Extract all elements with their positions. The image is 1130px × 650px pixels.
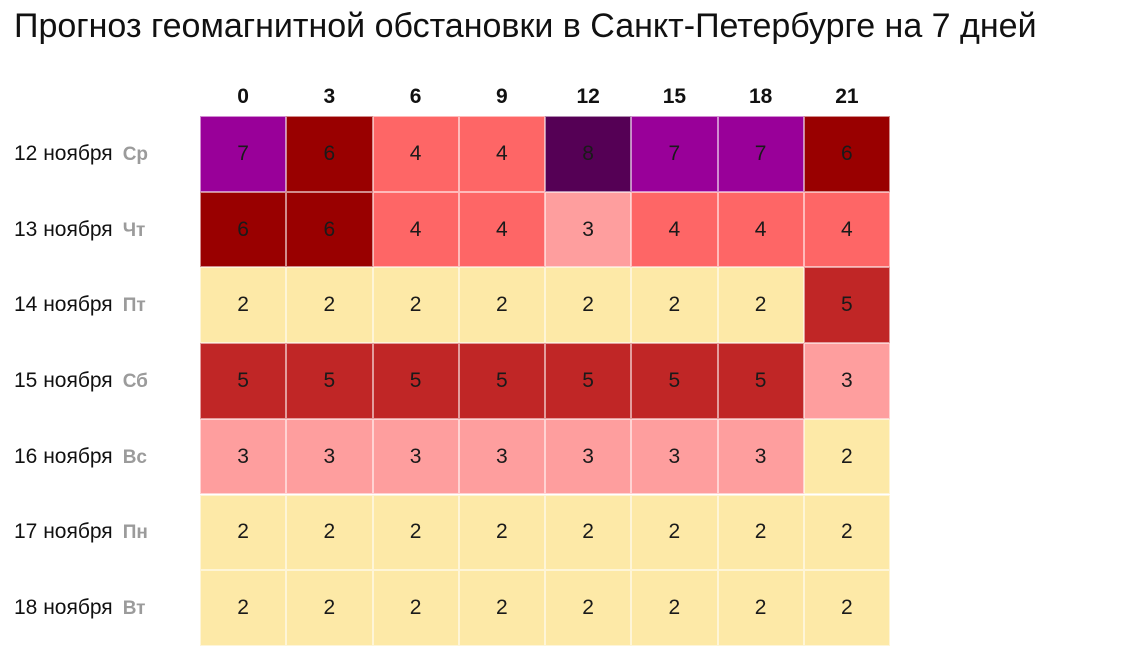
heatmap-cell: 2: [458, 494, 545, 571]
heatmap-cell: 2: [631, 494, 718, 571]
column-label-18: 18: [748, 85, 773, 108]
heatmap-cell: 2: [286, 267, 373, 344]
heatmap-cell: 6: [286, 191, 373, 268]
heatmap-cell: 4: [372, 116, 459, 192]
heatmap-cell: 6: [286, 116, 373, 192]
heatmap-cell: 2: [545, 267, 632, 344]
heatmap-cell: 2: [803, 418, 890, 495]
row-date: 15 ноября: [14, 368, 113, 392]
column-label-6: 6: [409, 85, 422, 108]
column-label-21: 21: [835, 85, 859, 108]
heatmap-cell: 2: [545, 494, 632, 571]
row-label: 16 ноября Вс: [14, 444, 196, 471]
heatmap-cell: 2: [372, 494, 459, 571]
heatmap-cell: 2: [717, 267, 804, 344]
column-label-3: 3: [323, 85, 336, 108]
row-label: 14 ноября Пт: [14, 292, 196, 319]
heatmap-cell: 5: [803, 267, 890, 344]
heatmap-cell: 5: [200, 343, 287, 419]
row-date: 18 ноября: [14, 596, 113, 620]
heatmap-cell: 5: [372, 343, 459, 419]
heatmap-cell: 5: [545, 343, 632, 419]
heatmap-cell: 2: [631, 570, 718, 646]
heatmap-cell: 8: [545, 116, 632, 192]
heatmap-cell: 6: [803, 116, 890, 192]
heatmap-cell: 2: [803, 494, 890, 571]
heatmap-cell: 2: [286, 570, 373, 646]
heatmap-cell: 2: [545, 570, 632, 646]
column-label-15: 15: [662, 85, 687, 108]
heatmap-cell: 3: [545, 191, 632, 268]
column-label-0: 0: [237, 85, 249, 108]
row-date: 17 ноября: [14, 520, 113, 544]
heatmap-cell: 2: [200, 570, 287, 646]
row-weekday: Пн: [122, 522, 148, 544]
heatmap-cell: 3: [545, 418, 632, 495]
row-weekday: Вс: [122, 446, 147, 468]
chart-title: Прогноз геомагнитной обстановки в Санкт-…: [14, 7, 1037, 45]
heatmap-cell: 2: [200, 494, 287, 571]
column-label-9: 9: [496, 85, 508, 108]
row-date: 12 ноября: [14, 141, 113, 165]
heatmap-cell: 4: [631, 191, 718, 268]
heatmap-cell: 3: [803, 343, 890, 419]
row-label: 17 ноября Пн: [14, 519, 196, 546]
heatmap-cell: 2: [372, 267, 459, 344]
heatmap-cell: 2: [717, 494, 804, 571]
heatmap-cell: 2: [372, 570, 459, 646]
heatmap-cell: 2: [803, 570, 890, 646]
heatmap-cell: 5: [717, 343, 804, 419]
row-weekday: Сб: [122, 370, 148, 392]
heatmap-cell: 4: [458, 116, 545, 192]
heatmap-cell: 3: [286, 418, 373, 495]
heatmap-cell: 2: [717, 570, 804, 646]
heatmap-cell: 2: [200, 267, 287, 344]
heatmap-cell: 7: [200, 116, 287, 192]
heatmap-cell: 2: [631, 267, 718, 344]
row-date: 16 ноября: [14, 444, 113, 468]
row-label: 12 ноября Ср: [14, 141, 196, 168]
row-weekday: Ср: [122, 143, 149, 165]
heatmap-cell: 2: [286, 494, 373, 571]
row-date: 14 ноября: [14, 293, 113, 317]
heatmap-cell: 4: [803, 191, 890, 268]
heatmap-cell: 3: [200, 418, 287, 495]
heatmap-cell: 3: [372, 418, 459, 495]
heatmap-cell: 5: [286, 343, 373, 419]
heatmap-cell: 3: [717, 418, 804, 495]
heatmap-cell: 4: [717, 191, 804, 268]
row-weekday: Вт: [122, 598, 146, 620]
heatmap-cell: 2: [458, 570, 545, 646]
heatmap-cell: 7: [631, 116, 718, 192]
row-weekday: Пт: [122, 295, 146, 317]
heatmap-cell: 2: [458, 267, 545, 344]
row-date: 13 ноября: [14, 217, 113, 241]
heatmap-cell: 6: [200, 191, 287, 268]
heatmap-cell: 7: [717, 116, 804, 192]
heatmap-cell: 4: [372, 191, 459, 268]
heatmap-cell: 5: [458, 343, 545, 419]
row-weekday: Чт: [122, 219, 146, 241]
row-label: 15 ноября Сб: [14, 368, 196, 395]
row-label: 13 ноября Чт: [14, 217, 196, 244]
heatmap-cell: 3: [631, 418, 718, 495]
row-label: 18 ноября Вт: [14, 595, 196, 622]
heatmap-cell: 5: [631, 343, 718, 419]
column-label-12: 12: [576, 85, 600, 108]
heatmap-cell: 4: [458, 191, 545, 268]
heatmap-cell: 3: [458, 418, 545, 495]
